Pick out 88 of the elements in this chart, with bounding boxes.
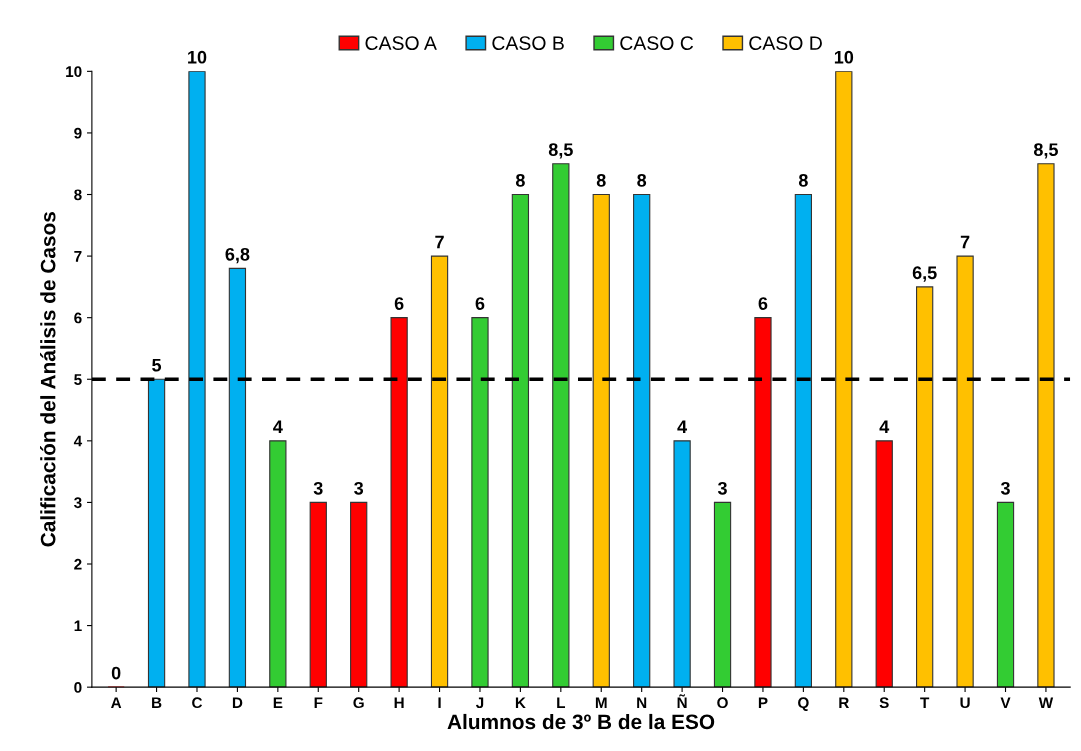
x-tick-label: R [839, 697, 850, 708]
data-label: 3 [1000, 481, 1010, 495]
x-tick-label: V [1000, 697, 1011, 708]
x-axis-title: Alumnos de 3º B de la ESO [447, 713, 715, 730]
bar [471, 317, 489, 688]
bar [511, 193, 530, 688]
data-label: 6 [758, 297, 768, 310]
x-tick-label: P [758, 697, 768, 708]
x-tick-label: H [394, 697, 404, 708]
x-tick-label: L [557, 697, 566, 708]
bar [956, 255, 974, 688]
bar [916, 286, 934, 688]
bar [309, 501, 327, 688]
x-tick-label: E [273, 697, 283, 708]
x-tick-label: A [111, 697, 122, 708]
bar [875, 440, 893, 688]
data-label: 10 [834, 50, 854, 64]
x-tick-label: T [920, 697, 930, 708]
bar [390, 317, 408, 688]
y-tick-label: 3 [74, 497, 82, 509]
bar [754, 317, 772, 688]
data-label: 8,5 [548, 143, 573, 159]
data-label: 3 [313, 481, 323, 495]
data-label: 4 [879, 420, 890, 433]
x-tick-label: F [314, 697, 323, 708]
y-tick-label: 1 [74, 620, 82, 632]
data-label: 6 [394, 297, 404, 310]
data-label: 8 [637, 173, 647, 187]
bar [835, 71, 853, 688]
data-label: 4 [273, 420, 283, 433]
data-label: 8 [596, 173, 606, 187]
data-label: 8 [515, 173, 525, 187]
x-tick-label: S [879, 697, 889, 709]
data-label: 8,5 [1033, 143, 1058, 159]
data-label: 10 [188, 50, 207, 64]
y-tick-label: 7 [74, 251, 82, 262]
legend-label: CASO D [749, 36, 822, 50]
x-tick-label: N [637, 697, 647, 708]
bar [996, 501, 1015, 688]
x-tick-label: Ñ [677, 694, 687, 708]
y-tick-label: 10 [66, 66, 82, 78]
data-label: 7 [435, 235, 444, 249]
x-tick-label: D [232, 697, 243, 708]
legend-label: CASO B [492, 36, 564, 50]
bar [1037, 163, 1055, 688]
data-label: 5 [152, 358, 162, 372]
x-tick-label: Q [798, 697, 809, 711]
bar [269, 440, 287, 688]
x-tick-label: W [1038, 697, 1054, 708]
x-tick-label: C [192, 697, 203, 709]
bar [188, 71, 206, 688]
x-tick-label: O [717, 697, 728, 709]
bar [350, 501, 368, 688]
data-label: 4 [677, 420, 688, 433]
data-label: 3 [354, 481, 364, 495]
bar [228, 267, 247, 688]
bar [673, 440, 691, 688]
bar [633, 193, 651, 688]
y-tick-label: 6 [74, 312, 82, 324]
legend-label: CASO C [620, 36, 694, 50]
y-tick-label: 8 [74, 189, 82, 201]
bar [713, 501, 732, 688]
y-tick-label: 5 [74, 374, 82, 385]
bar [552, 163, 570, 688]
data-label: 6 [475, 297, 485, 310]
y-axis-title: Calificación del Análisis de Casos [40, 212, 56, 547]
bar [794, 193, 813, 688]
bar [592, 193, 610, 688]
x-tick-label: G [353, 697, 364, 709]
bar [430, 255, 449, 688]
x-tick-label: M [595, 697, 607, 708]
y-tick-label: 2 [74, 558, 82, 570]
y-tick-label: 4 [73, 435, 83, 447]
x-tick-label: B [152, 697, 162, 708]
y-tick-label: 0 [74, 682, 82, 693]
data-label: 0 [111, 666, 121, 680]
x-tick-label: J [475, 697, 484, 709]
x-tick-label: K [515, 697, 526, 708]
legend-label: CASO A [365, 36, 437, 50]
x-tick-label: I [438, 697, 441, 708]
data-label: 6,5 [912, 266, 937, 282]
data-label: 3 [717, 481, 727, 495]
y-tick-label: 9 [74, 127, 82, 139]
data-label: 6,8 [225, 247, 250, 264]
data-label: 7 [960, 235, 970, 249]
bar [147, 378, 166, 688]
data-label: 8 [798, 173, 808, 187]
x-tick-label: U [960, 697, 970, 709]
